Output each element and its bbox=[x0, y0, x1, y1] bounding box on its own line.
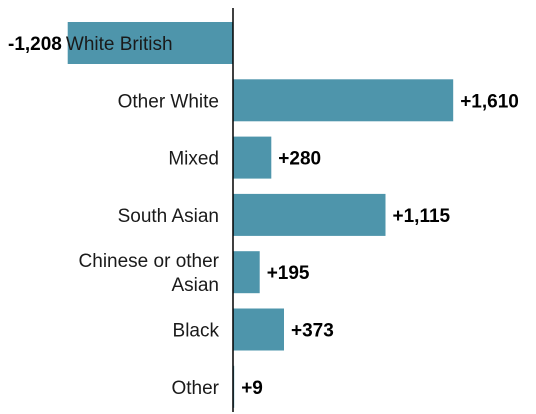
bar-white-british bbox=[67, 22, 233, 64]
category-label-other: Other bbox=[171, 378, 219, 399]
value-label-other: +9 bbox=[241, 378, 263, 399]
value-label-mixed: +280 bbox=[278, 149, 321, 170]
value-label-chinese-or-other-asian: +195 bbox=[267, 263, 310, 284]
value-label-black: +373 bbox=[291, 321, 334, 342]
category-label-black: Black bbox=[173, 321, 220, 342]
value-label-white-british: -1,208 bbox=[8, 34, 62, 55]
bars-layer bbox=[67, 22, 454, 408]
bar-black bbox=[233, 308, 284, 351]
category-label-mixed: Mixed bbox=[168, 149, 219, 170]
bar-chinese-or-other-asian bbox=[233, 251, 260, 294]
category-label-other-white: Other White bbox=[118, 91, 219, 112]
value-label-south-asian: +1,115 bbox=[393, 206, 451, 227]
bar-south-asian bbox=[233, 193, 386, 236]
labels-layer: White British-1,208 Other White +1,610 Mixe… bbox=[8, 34, 519, 399]
category-label-white-british: White British bbox=[66, 34, 173, 55]
category-label-south-asian: South Asian bbox=[118, 206, 219, 227]
bar-other-white bbox=[233, 79, 454, 122]
value-label-other-white: +1,610 bbox=[460, 91, 519, 112]
bar-mixed bbox=[233, 136, 272, 179]
category-label-chinese-or-other-asian: Chinese or other Asian bbox=[79, 251, 220, 296]
